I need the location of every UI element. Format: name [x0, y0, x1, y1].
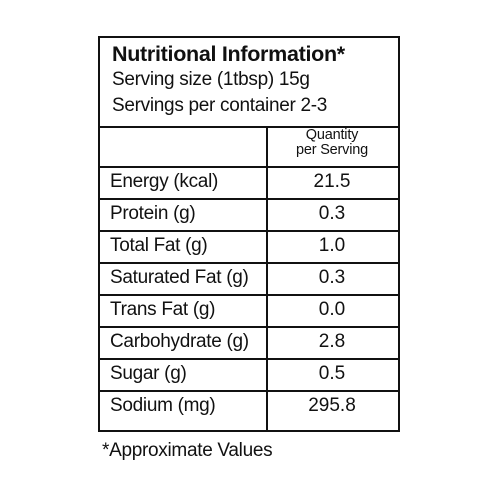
table-row-total-fat: Total Fat (g) 1.0: [100, 230, 398, 264]
panel-header: Nutritional Information* Serving size (1…: [100, 38, 398, 128]
row-label: Energy (kcal): [110, 171, 219, 192]
row-value: 0.3: [318, 267, 346, 288]
table-row-trans-fat: Trans Fat (g) 0.0: [100, 294, 398, 328]
table-row-protein: Protein (g) 0.3: [100, 198, 398, 232]
column-divider: [266, 126, 268, 430]
panel-title: Nutritional Information*: [112, 42, 345, 66]
serving-size-text: Serving size (1tbsp) 15g: [112, 69, 310, 90]
quantity-column-header: Quantity per Serving: [268, 128, 396, 158]
row-label: Sugar (g): [110, 363, 187, 384]
row-value: 295.8: [308, 395, 356, 416]
row-value: 21.5: [313, 171, 351, 192]
column-header-line-2: per Serving: [296, 142, 368, 158]
row-label: Trans Fat (g): [110, 299, 216, 320]
column-header-line-1: Quantity: [305, 127, 359, 143]
table-row-saturated-fat: Saturated Fat (g) 0.3: [100, 262, 398, 296]
servings-per-container-text: Servings per container 2-3: [112, 95, 328, 116]
row-value: 0.0: [318, 299, 346, 320]
row-label: Protein (g): [110, 203, 196, 224]
table-row-energy: Energy (kcal) 21.5: [100, 166, 398, 200]
table-row-sodium: Sodium (mg) 295.8: [100, 390, 398, 430]
row-value: 0.3: [318, 203, 346, 224]
row-value: 1.0: [318, 235, 346, 256]
footnote: *Approximate Values: [102, 440, 273, 461]
row-label: Saturated Fat (g): [110, 267, 249, 288]
row-label: Total Fat (g): [110, 235, 208, 256]
row-label: Sodium (mg): [110, 395, 216, 416]
table-row-carbohydrate: Carbohydrate (g) 2.8: [100, 326, 398, 360]
table-header-row: Quantity per Serving: [100, 126, 398, 168]
table-row-sugar: Sugar (g) 0.5: [100, 358, 398, 392]
row-value: 0.5: [318, 363, 346, 384]
row-label: Carbohydrate (g): [110, 331, 249, 352]
nutrition-panel: Nutritional Information* Serving size (1…: [98, 36, 400, 432]
row-value: 2.8: [318, 331, 346, 352]
